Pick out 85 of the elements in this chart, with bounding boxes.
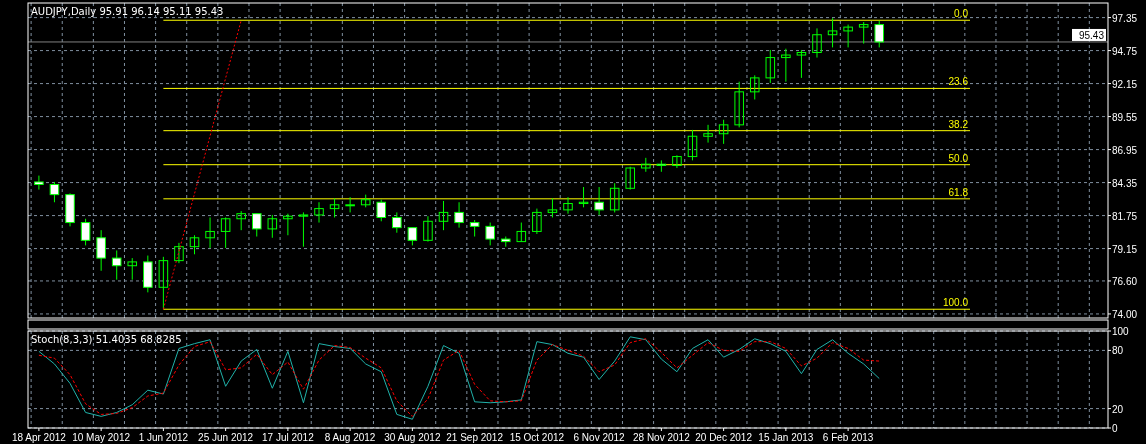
candlestick (796, 49, 807, 79)
x-tick-label: 6 Nov 2012 (573, 432, 626, 443)
ref-line-label: 95.43 (1078, 29, 1105, 41)
y-tick-label: 80 (1112, 345, 1124, 357)
candlestick (687, 129, 698, 161)
candlestick (765, 49, 776, 84)
x-tick-label: 28 Nov 2012 (633, 432, 691, 443)
y-tick-label: 0 (1112, 423, 1118, 434)
x-tick-label: 8 Aug 2012 (324, 432, 376, 443)
y-tick-label: 20 (1112, 403, 1124, 415)
candlestick (578, 186, 589, 208)
candlestick (843, 24, 853, 48)
x-tick-label: 21 Sep 2012 (446, 432, 504, 443)
x-tick-label: 6 Feb 2013 (822, 432, 874, 443)
candlestick (314, 201, 324, 224)
candlestick (485, 222, 495, 246)
candlestick (703, 124, 713, 144)
annotation: 61.8 (948, 186, 969, 198)
y-tick-label: 86.95 (1112, 144, 1138, 156)
candlestick (174, 242, 184, 264)
x-tick-label: 10 May 2012 (72, 432, 131, 443)
y-tick-label: 79.15 (1112, 243, 1138, 255)
candlestick (749, 74, 760, 100)
chart-title: AUDJPY,Daily 95.91 96.14 95.11 95.43 (31, 6, 224, 17)
annotation: 38.2 (948, 118, 969, 130)
candlestick (547, 197, 558, 218)
candlestick (283, 213, 293, 236)
candlestick (609, 182, 620, 213)
candlestick (127, 257, 138, 281)
candlestick (858, 21, 869, 45)
candlestick (376, 199, 387, 222)
annotation: 100.0 (942, 297, 969, 309)
candlestick (672, 154, 682, 169)
candlestick (236, 210, 246, 231)
candlestick (96, 229, 106, 272)
candlestick (80, 218, 91, 246)
y-tick-label: 76.60 (1112, 275, 1138, 287)
candlestick (438, 200, 449, 231)
annotation: 23.6 (948, 76, 969, 88)
candlestick (812, 27, 822, 59)
candlestick (298, 211, 309, 248)
candlestick (345, 196, 355, 213)
candlestick (454, 201, 464, 229)
annotation: 0.0 (954, 8, 969, 20)
y-tick-label: 74.00 (1112, 308, 1138, 320)
candlestick (594, 186, 604, 216)
y-tick-label: 89.55 (1112, 111, 1138, 123)
candlestick (423, 215, 433, 243)
x-tick-label: 1 Jun 2012 (138, 432, 189, 443)
candlestick (205, 216, 215, 249)
candlestick (532, 208, 542, 235)
candlestick (111, 249, 122, 281)
x-tick-label: 17 Jul 2012 (262, 432, 315, 443)
x-tick-label: 18 Apr 2012 (11, 432, 67, 443)
x-tick-label: 15 Jan 2013 (758, 432, 814, 443)
x-tick-label: 20 Dec 2012 (695, 432, 753, 443)
y-tick-label: 97.35 (1112, 12, 1138, 24)
candlestick (392, 211, 402, 234)
candlestick (158, 256, 169, 310)
candlestick (220, 216, 231, 249)
candlestick (656, 159, 667, 173)
y-tick-label: 100 (1112, 326, 1130, 337)
y-tick-label: 94.75 (1112, 45, 1138, 57)
candlestick (734, 81, 744, 128)
candlestick (189, 234, 200, 255)
candlestick (329, 197, 340, 218)
y-tick-label: 81.75 (1112, 210, 1138, 222)
candlestick (267, 214, 278, 239)
candlestick (625, 166, 636, 191)
y-tick-label: 92.15 (1112, 78, 1138, 90)
candlestick (827, 17, 838, 48)
candlestick (516, 222, 527, 243)
x-tick-label: 30 Aug 2012 (384, 432, 441, 443)
candlestick (251, 213, 262, 238)
candlestick (34, 175, 44, 191)
candlestick (781, 48, 791, 83)
candlestick (718, 119, 729, 145)
candlestick (874, 20, 885, 48)
candlestick (563, 196, 573, 215)
chart-title: Stoch(8,3,3) 51.4035 68.8285 (31, 334, 182, 345)
x-tick-label: 15 Oct 2012 (509, 432, 565, 443)
candlestick (49, 181, 60, 203)
y-tick-label: 84.35 (1112, 177, 1138, 189)
annotation: 50.0 (948, 152, 969, 164)
x-tick-label: 25 Jun 2012 (198, 432, 254, 443)
